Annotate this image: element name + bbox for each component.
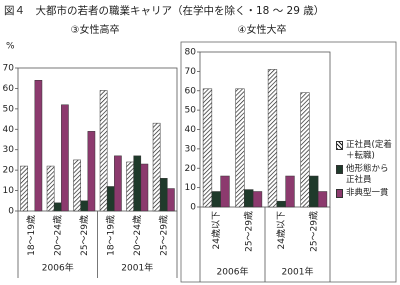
legend-label: 非典型一貫: [346, 188, 389, 198]
bar: [140, 163, 149, 212]
bar: [211, 191, 221, 208]
bar: [202, 88, 213, 208]
bar: [61, 104, 69, 212]
y-tick-label: 60: [3, 84, 15, 94]
x-tick-label: 25～29歳: [78, 215, 90, 256]
group-label: 2006年: [42, 262, 74, 274]
bar: [20, 165, 28, 212]
bar: [87, 131, 96, 212]
y-tick-label: 0: [190, 203, 196, 213]
bar: [106, 186, 115, 212]
y-tick-label: 70: [185, 67, 197, 77]
y-tick-label: 50: [185, 106, 197, 116]
legend-swatch: [336, 189, 343, 198]
x-tick-label: 20～24歳: [51, 215, 63, 256]
x-tick-label: 20～24歳: [131, 215, 143, 256]
y-tick-label: 50: [3, 104, 15, 114]
x-tick-label: 25～29歳: [307, 211, 319, 252]
y-tick-label: 10: [3, 186, 15, 196]
bar: [167, 188, 175, 212]
bar: [46, 165, 55, 212]
legend-item: 他形態から正社員: [336, 164, 396, 186]
chart-subtitle: ④女性大卒: [238, 23, 287, 36]
y-tick-label: 30: [185, 144, 197, 154]
y-tick-label: 60: [185, 86, 197, 96]
bar: [235, 88, 245, 208]
legend-swatch: [336, 141, 343, 150]
y-tick-label: 10: [185, 183, 197, 193]
x-tick-label: 18～19歳: [25, 215, 37, 256]
bar: [285, 175, 295, 208]
figure-title: 図４ 大都市の若者の職業キャリア（在学中を除く・18 ～ 29 歳）: [4, 4, 324, 17]
y-tick-label: 30: [3, 145, 15, 155]
y-tick-label: 20: [3, 166, 15, 176]
bar: [114, 155, 122, 212]
group-label: 2001年: [121, 262, 153, 274]
legend-item: 非典型一貫: [336, 188, 396, 199]
bar: [309, 175, 319, 208]
y-tick-label: 70: [3, 64, 15, 74]
legend-label: 他形態から正社員: [346, 164, 389, 185]
legend-swatch: [336, 165, 343, 174]
legend-label: 正社員(定着＋転職): [346, 140, 392, 161]
y-tick-label: 20: [185, 164, 197, 174]
bar: [99, 90, 108, 212]
bar: [80, 200, 89, 212]
group-label: 2006年: [217, 266, 249, 278]
bar: [220, 175, 230, 208]
chart-subtitle: ③女性高卒: [71, 23, 120, 36]
bar: [152, 122, 161, 212]
x-tick-label: 25～29歳: [157, 215, 169, 256]
bar: [267, 69, 278, 208]
y-tick-label: 40: [185, 125, 197, 135]
y-axis-label: %: [6, 42, 15, 52]
bar: [73, 159, 81, 212]
bar: [133, 155, 142, 212]
bar: [276, 200, 286, 208]
chart-frame: [180, 41, 397, 283]
y-tick-label: 40: [3, 125, 15, 135]
bar: [159, 178, 168, 212]
x-tick-label: 24歳以下: [210, 211, 222, 249]
x-tick-label: 25～29歳: [242, 211, 254, 252]
x-tick-label: 24歳以下: [275, 211, 287, 249]
y-tick-label: 80: [185, 48, 197, 58]
legend-item: 正社員(定着＋転職): [336, 140, 396, 162]
bar: [317, 191, 328, 208]
bar: [126, 161, 134, 212]
bar: [34, 80, 43, 212]
group-label: 2001年: [282, 266, 314, 278]
bar: [244, 189, 254, 208]
bar: [53, 202, 62, 212]
bar: [300, 92, 310, 208]
x-tick-label: 18～19歳: [104, 215, 116, 256]
bar: [252, 191, 263, 208]
y-tick-label: 0: [8, 207, 14, 217]
